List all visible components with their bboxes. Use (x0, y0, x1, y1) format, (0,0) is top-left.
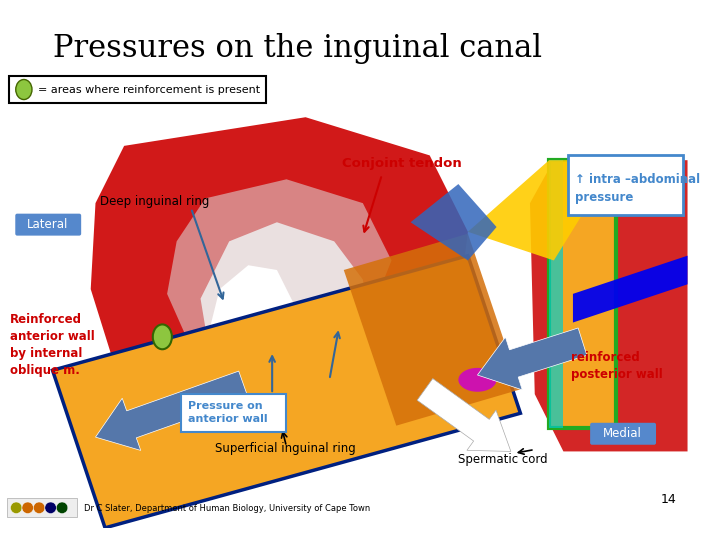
Ellipse shape (153, 325, 172, 349)
Circle shape (11, 502, 22, 514)
Polygon shape (53, 255, 521, 528)
Polygon shape (530, 160, 688, 451)
Polygon shape (573, 255, 688, 322)
Text: Pressures on the inguinal canal: Pressures on the inguinal canal (53, 33, 541, 64)
Text: Medial: Medial (603, 427, 642, 440)
Polygon shape (410, 184, 497, 260)
Text: ↑ intra –abdominal
pressure: ↑ intra –abdominal pressure (575, 173, 700, 204)
Text: Spermatic cord: Spermatic cord (459, 453, 548, 465)
FancyBboxPatch shape (181, 394, 286, 433)
Text: Conjoint tendon: Conjoint tendon (342, 157, 462, 170)
Text: Pressure on
anterior wall: Pressure on anterior wall (188, 401, 268, 424)
Polygon shape (91, 117, 468, 423)
FancyBboxPatch shape (568, 156, 683, 214)
FancyArrow shape (477, 328, 587, 390)
Text: Lateral: Lateral (27, 218, 68, 231)
Polygon shape (549, 160, 616, 428)
FancyArrow shape (96, 371, 248, 450)
Polygon shape (468, 160, 616, 260)
Text: Deep inguinal ring: Deep inguinal ring (100, 195, 210, 208)
FancyBboxPatch shape (15, 214, 81, 235)
Polygon shape (167, 179, 392, 366)
Text: Reinforced
anterior wall
by internal
oblique m.: Reinforced anterior wall by internal obl… (9, 313, 94, 377)
Text: 14: 14 (660, 492, 676, 505)
Circle shape (45, 502, 56, 514)
Ellipse shape (16, 79, 32, 99)
Circle shape (56, 502, 68, 514)
Circle shape (33, 502, 45, 514)
Polygon shape (343, 234, 521, 426)
Ellipse shape (459, 368, 497, 392)
Text: Superficial inguinal ring: Superficial inguinal ring (215, 442, 356, 455)
Text: = areas where reinforcement is present: = areas where reinforcement is present (38, 85, 261, 94)
Polygon shape (549, 160, 563, 428)
Circle shape (22, 502, 33, 514)
FancyArrow shape (417, 379, 511, 451)
FancyBboxPatch shape (6, 498, 77, 517)
FancyBboxPatch shape (590, 423, 656, 445)
Text: Dr C Slater, Department of Human Biology, University of Cape Town: Dr C Slater, Department of Human Biology… (84, 504, 370, 513)
FancyBboxPatch shape (9, 76, 266, 103)
Text: reinforced
posterior wall: reinforced posterior wall (571, 351, 663, 381)
